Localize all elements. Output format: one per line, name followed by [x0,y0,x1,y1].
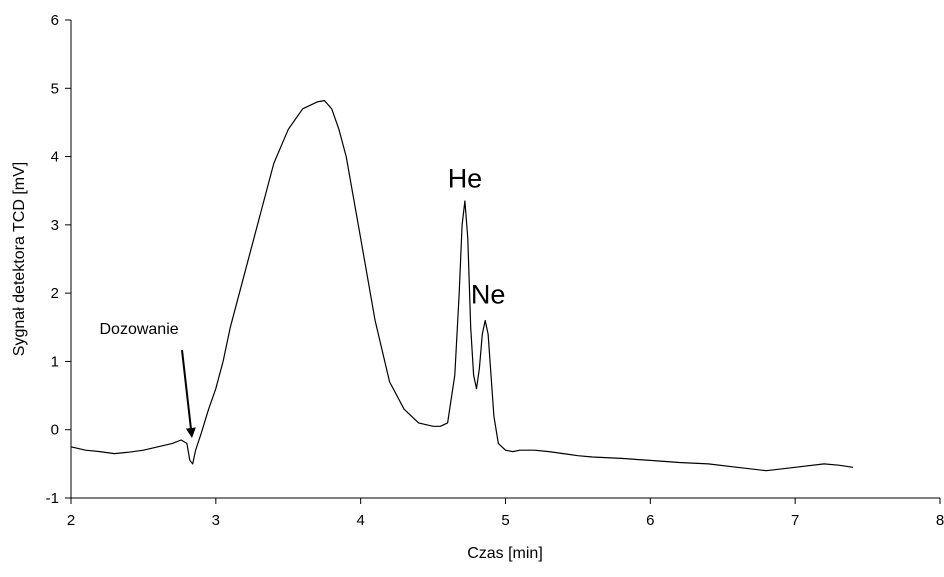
y-ticks: -1 0 1 2 3 4 5 6 [46,12,71,507]
x-ticks: 2 3 4 5 6 7 8 [67,498,944,529]
x-tick-label: 6 [646,512,654,529]
injection-arrow [181,349,196,438]
x-axis-title: Czas [min] [467,545,543,562]
y-tick-label: 1 [51,353,59,370]
annotations: He Ne Dozowanie [99,163,506,438]
peak-label-he: He [448,163,483,193]
y-tick-label: 2 [51,285,59,302]
y-tick-label: 6 [51,12,59,29]
y-tick-label: -1 [46,490,59,507]
x-tick-label: 2 [67,512,75,529]
series-line-tcd-signal [70,99,854,472]
x-tick-label: 4 [356,512,364,529]
y-tick-label: 5 [51,80,59,97]
x-tick-label: 5 [501,512,509,529]
y-axis-title: Sygnał detektora TCD [mV] [11,162,28,356]
injection-label: Dozowanie [99,321,178,338]
y-tick-label: 0 [51,422,59,439]
x-tick-label: 8 [936,512,944,529]
peak-label-ne: Ne [471,279,506,309]
x-tick-label: 7 [791,512,799,529]
y-tick-label: 3 [51,217,59,234]
y-tick-label: 4 [51,149,59,166]
x-tick-label: 3 [212,512,220,529]
